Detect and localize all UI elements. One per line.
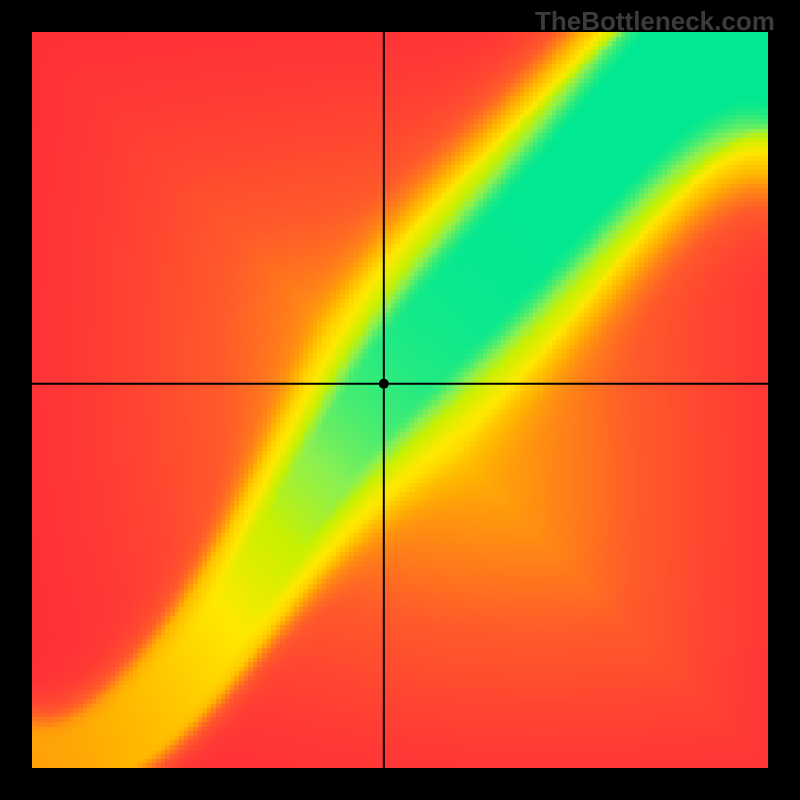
bottleneck-heatmap — [0, 0, 800, 800]
watermark-text: TheBottleneck.com — [535, 6, 775, 37]
